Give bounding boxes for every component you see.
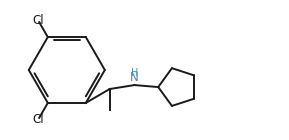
Text: N: N <box>130 71 139 84</box>
Text: Cl: Cl <box>33 14 44 27</box>
Text: H: H <box>131 68 138 78</box>
Text: Cl: Cl <box>33 113 44 126</box>
